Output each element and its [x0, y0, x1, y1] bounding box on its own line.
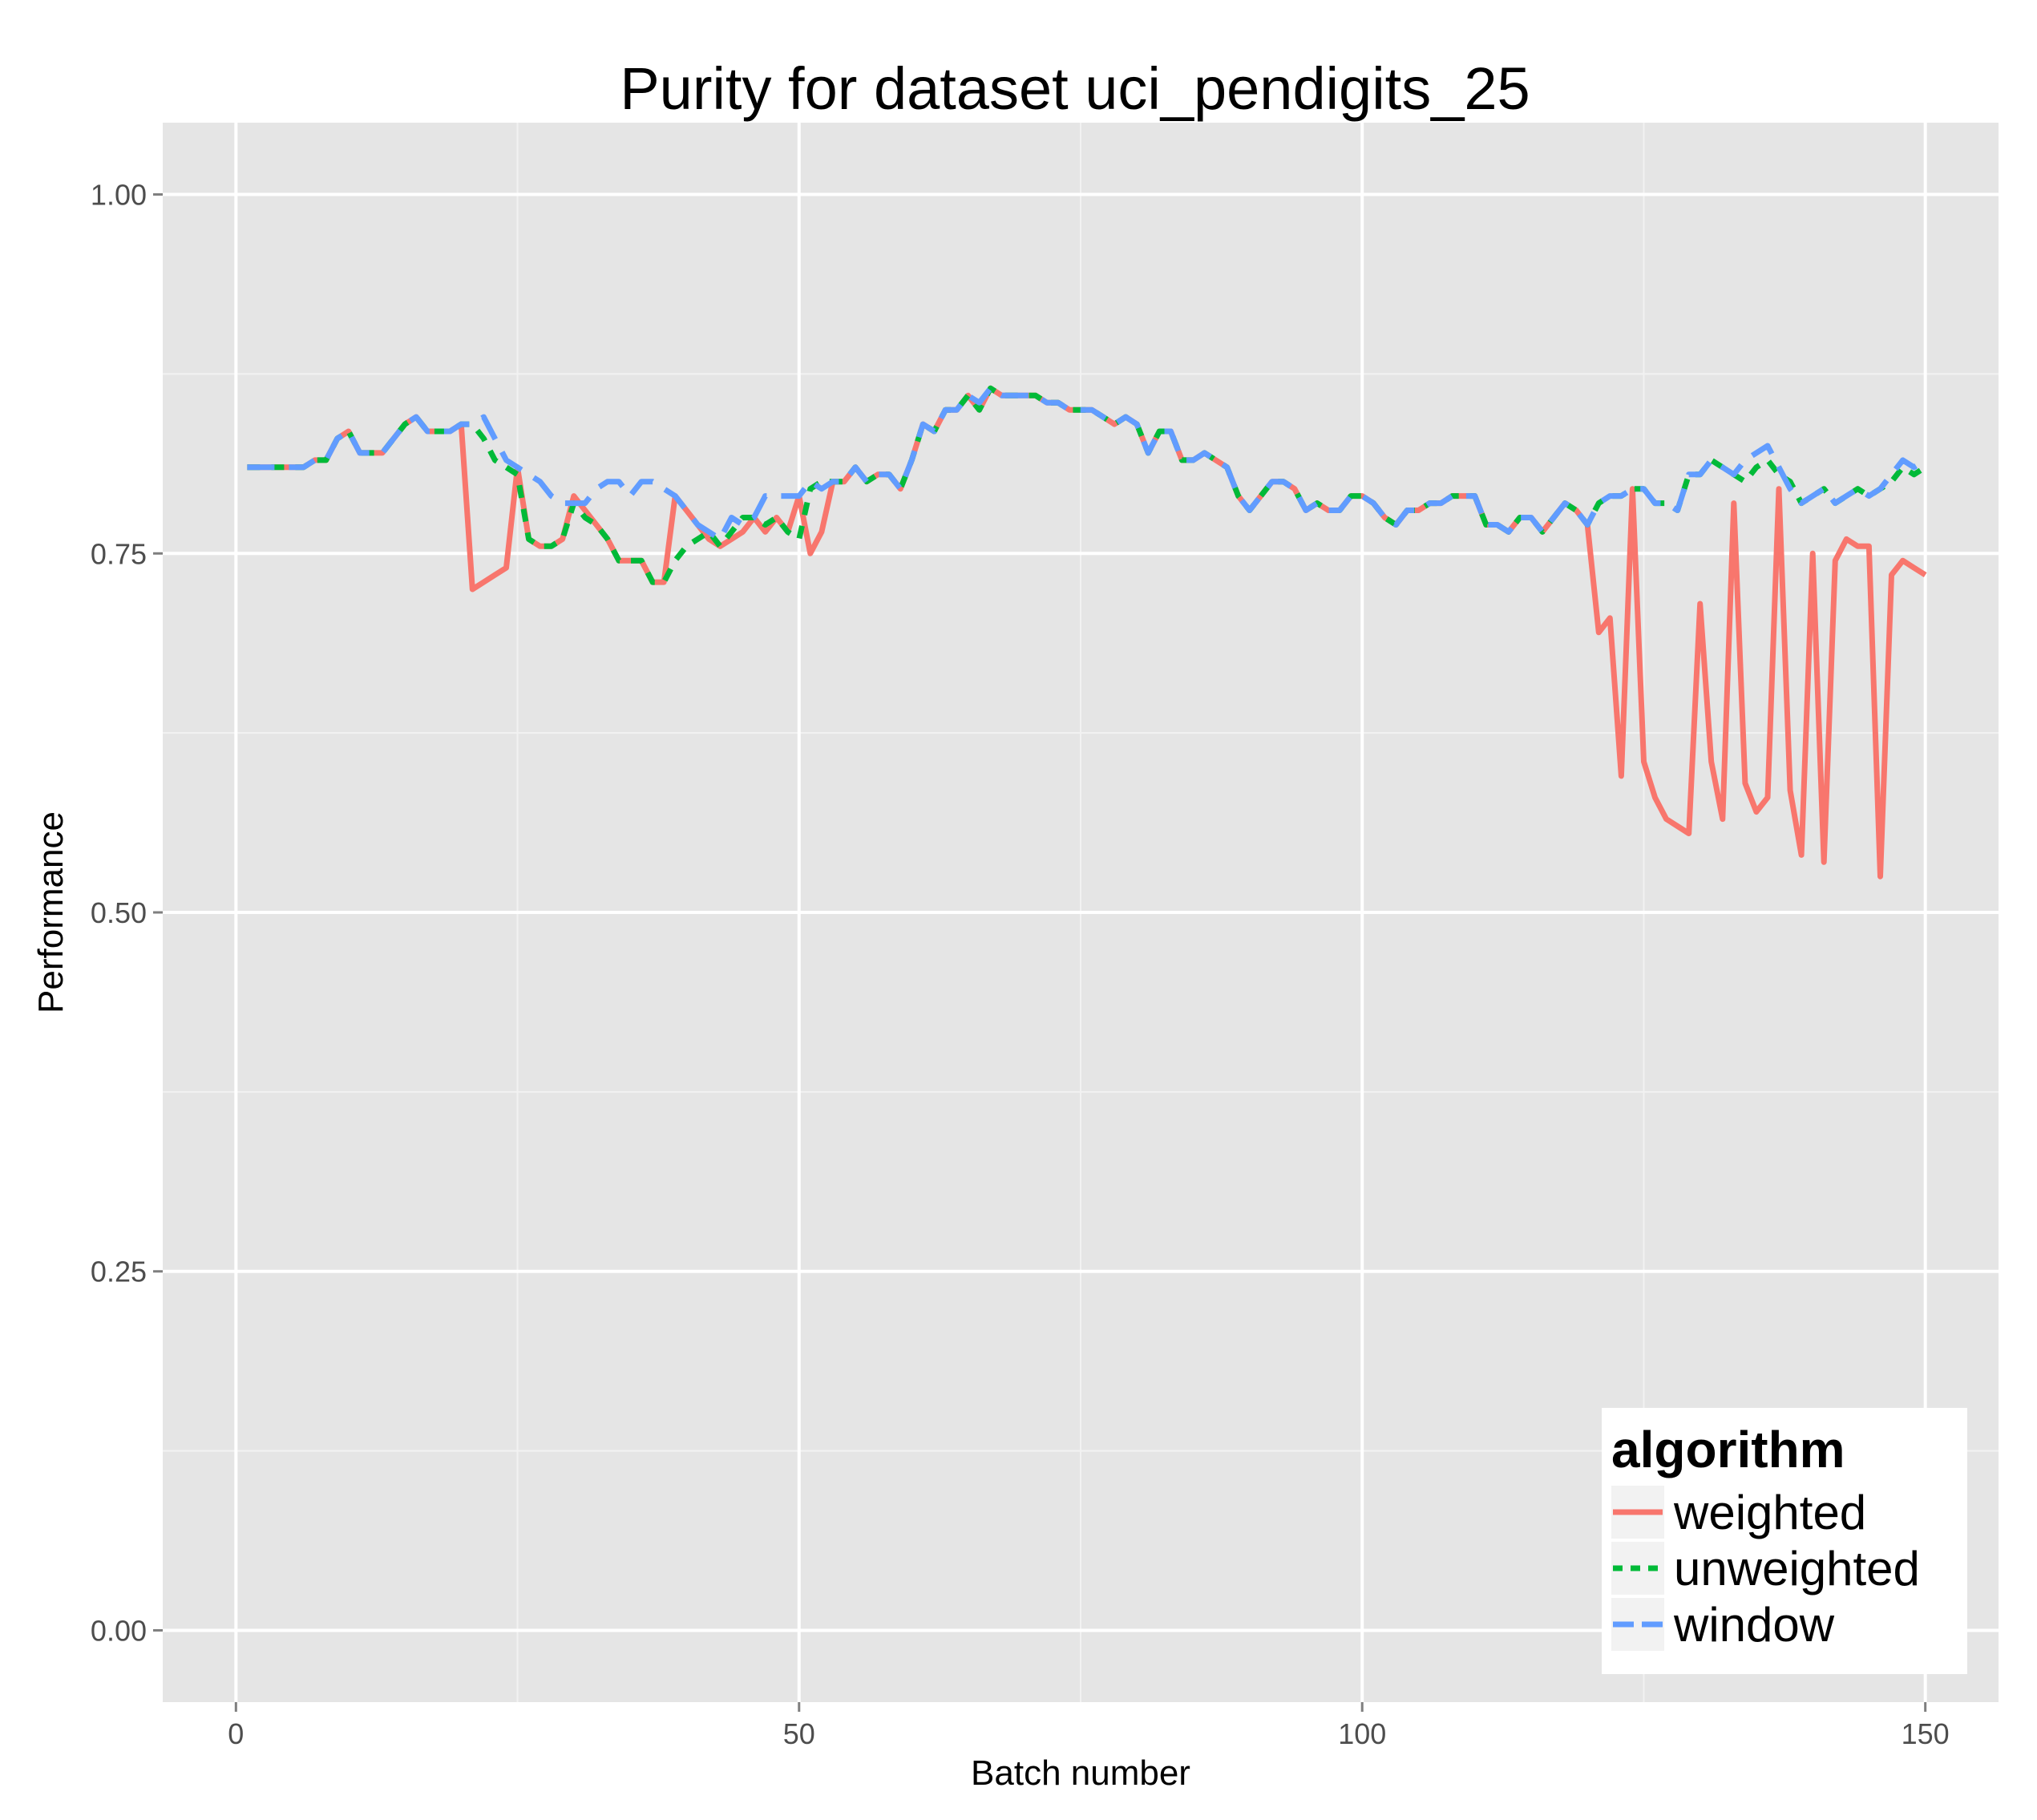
y-tick-label: 1.00	[91, 179, 147, 212]
legend-label-unweighted: unweighted	[1674, 1542, 1920, 1596]
x-tick-label: 50	[783, 1717, 815, 1750]
series-lines	[247, 385, 1927, 880]
x-tick-label: 0	[228, 1717, 244, 1750]
series-line-window	[247, 385, 1927, 542]
y-tick-label: 0.75	[91, 537, 147, 570]
chart-title: Purity for dataset uci_pendigits_25	[620, 55, 1530, 122]
legend-label-weighted: weighted	[1673, 1486, 1866, 1539]
x-axis-label: Batch number	[971, 1753, 1190, 1793]
y-axis-label: Performance	[31, 811, 71, 1013]
y-tick-label: 0.25	[91, 1256, 147, 1288]
axis-ticks	[153, 193, 1927, 1712]
legend-label-window: window	[1673, 1598, 1835, 1652]
x-tick-label: 150	[1902, 1717, 1950, 1750]
x-tick-label: 100	[1338, 1717, 1386, 1750]
y-tick-label: 0.50	[91, 896, 147, 929]
legend-title: algorithm	[1611, 1421, 1845, 1478]
y-tick-label: 0.00	[91, 1614, 147, 1647]
axis-tick-labels: 0 50 100 150 0.00 0.25 0.50 0.75 1.00	[91, 179, 1950, 1750]
